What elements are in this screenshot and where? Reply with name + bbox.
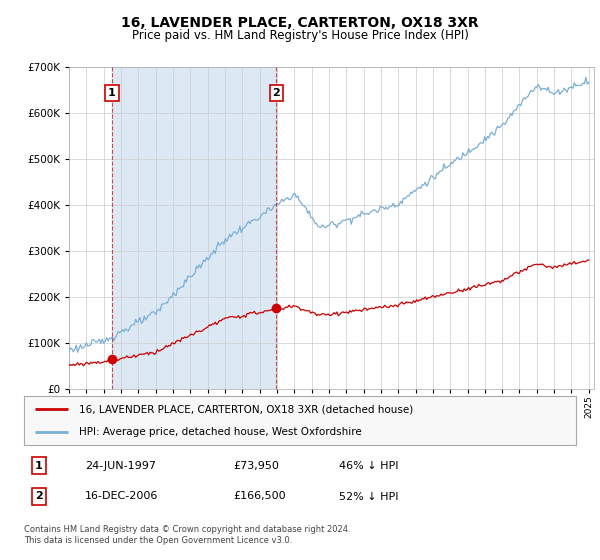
Text: 52% ↓ HPI: 52% ↓ HPI: [338, 492, 398, 502]
Text: 16, LAVENDER PLACE, CARTERTON, OX18 3XR: 16, LAVENDER PLACE, CARTERTON, OX18 3XR: [121, 16, 479, 30]
Text: £166,500: £166,500: [234, 492, 286, 502]
Text: 2: 2: [35, 492, 43, 502]
Text: 16-DEC-2006: 16-DEC-2006: [85, 492, 158, 502]
Text: 1: 1: [35, 460, 43, 470]
Bar: [112, 67, 276, 389]
Text: 24-JUN-1997: 24-JUN-1997: [85, 460, 156, 470]
Text: 2: 2: [272, 88, 280, 98]
Text: 1: 1: [108, 88, 116, 98]
Text: HPI: Average price, detached house, West Oxfordshire: HPI: Average price, detached house, West…: [79, 427, 362, 437]
Text: Contains HM Land Registry data © Crown copyright and database right 2024.
This d: Contains HM Land Registry data © Crown c…: [24, 525, 350, 545]
Text: Price paid vs. HM Land Registry's House Price Index (HPI): Price paid vs. HM Land Registry's House …: [131, 29, 469, 42]
Text: 16, LAVENDER PLACE, CARTERTON, OX18 3XR (detached house): 16, LAVENDER PLACE, CARTERTON, OX18 3XR …: [79, 404, 413, 414]
Text: £73,950: £73,950: [234, 460, 280, 470]
Text: 46% ↓ HPI: 46% ↓ HPI: [338, 460, 398, 470]
